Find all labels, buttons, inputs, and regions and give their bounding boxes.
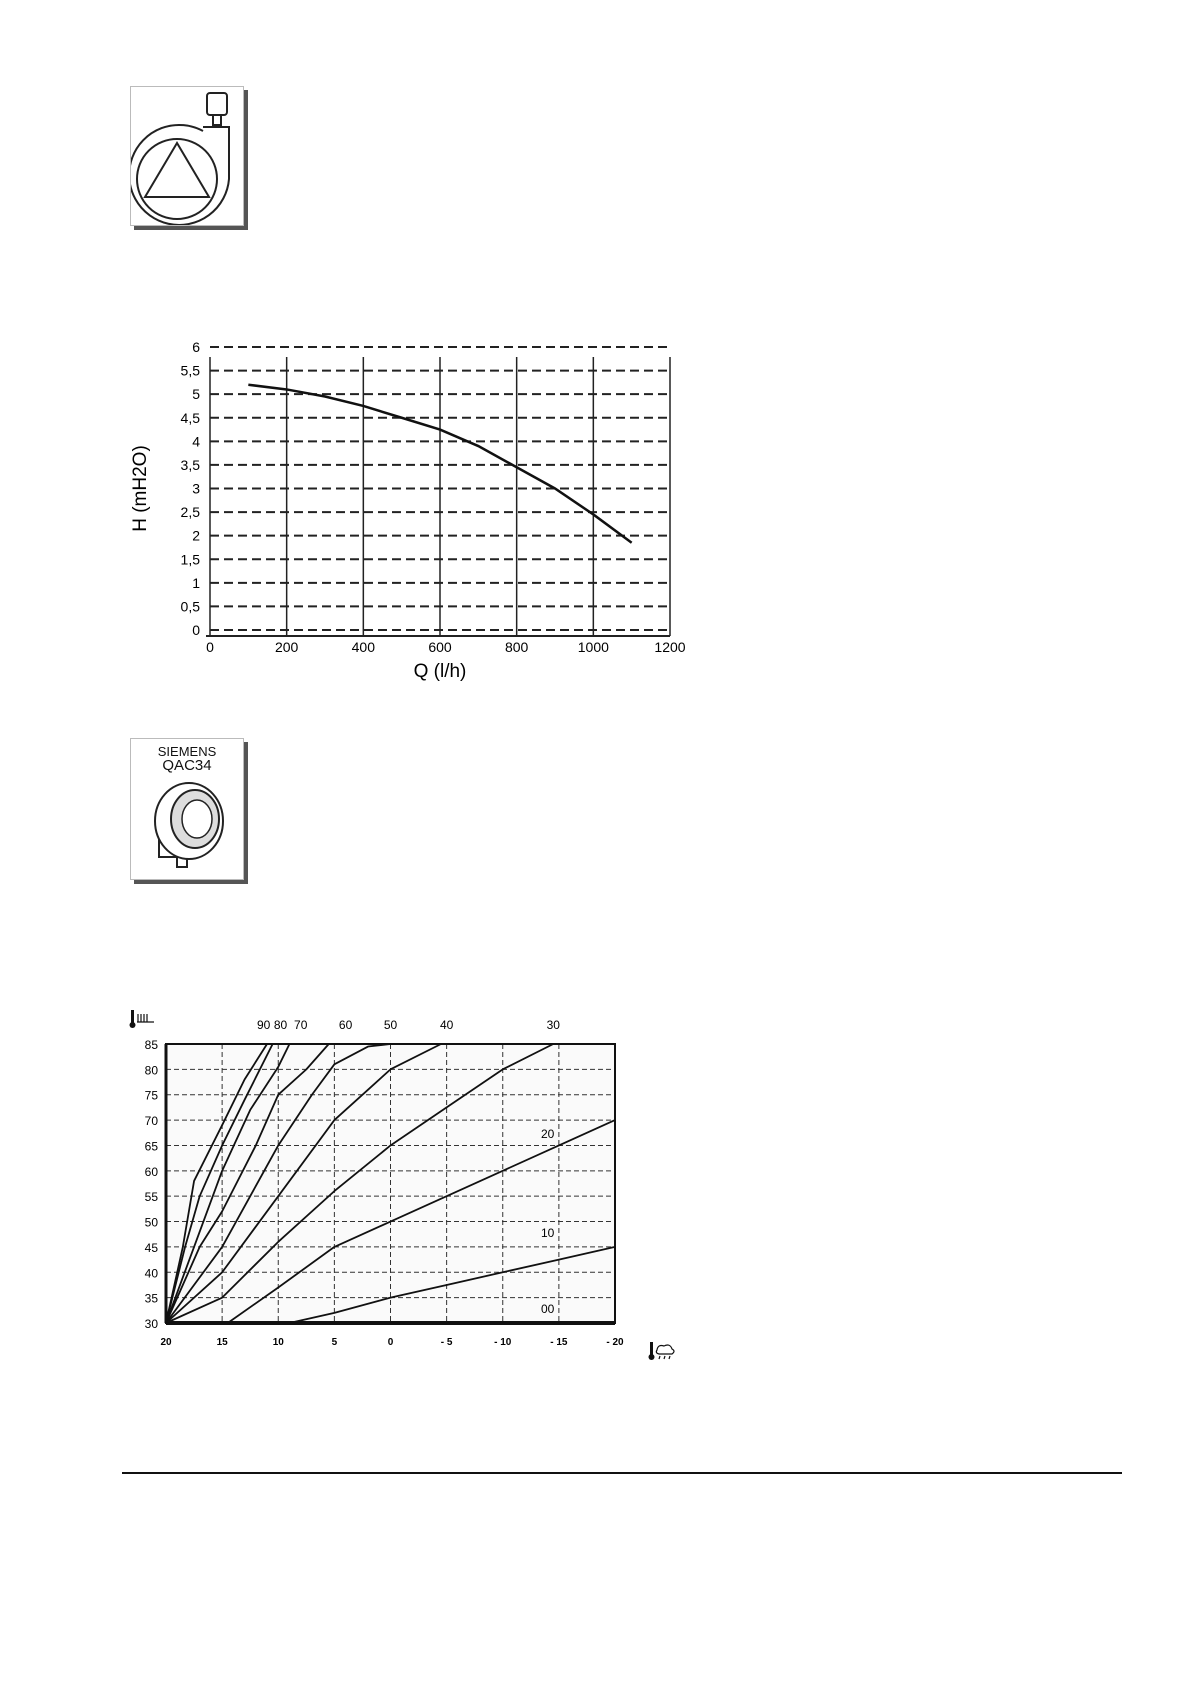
thermometer-bulb bbox=[648, 1354, 655, 1360]
sensor-model: QAC34 bbox=[162, 757, 212, 774]
y-tick-label: 2,5 bbox=[181, 504, 201, 520]
x-tick-label: - 5 bbox=[441, 1337, 453, 1348]
pump-curve-line bbox=[248, 383, 633, 544]
y-tick-label: 35 bbox=[145, 1292, 159, 1306]
y-tick-label: 4 bbox=[192, 433, 200, 449]
y-tick-label: 3 bbox=[192, 481, 200, 497]
y-tick-label: 55 bbox=[145, 1190, 159, 1204]
y-tick-label: 70 bbox=[145, 1114, 159, 1128]
curve-label: 10 bbox=[541, 1226, 555, 1240]
y-axis-label: H (mH2O) bbox=[130, 445, 151, 532]
y-tick-label: 0,5 bbox=[181, 598, 201, 614]
y-tick-label: 45 bbox=[145, 1241, 159, 1255]
x-tick-label: 0 bbox=[388, 1337, 394, 1348]
circulation-pump-icon bbox=[128, 86, 244, 226]
y-tick-label: 4,5 bbox=[181, 410, 201, 426]
x-axis-label: Q (l/h) bbox=[414, 661, 467, 682]
y-tick-label: 80 bbox=[145, 1063, 159, 1077]
cloud-rain-glyph bbox=[655, 1344, 675, 1360]
curve-label: 50 bbox=[384, 1018, 398, 1032]
y-tick-label: 50 bbox=[145, 1216, 159, 1230]
x-tick-label: 400 bbox=[352, 639, 376, 655]
x-tick-label: 20 bbox=[160, 1337, 172, 1348]
heating-curve-30 bbox=[165, 1043, 554, 1324]
x-tick-label: - 20 bbox=[606, 1337, 624, 1348]
radiator-temperature-icon bbox=[129, 1010, 154, 1028]
outdoor-sensor-icon: SIEMENS QAC34 bbox=[130, 738, 244, 880]
x-tick-label: 15 bbox=[217, 1337, 229, 1348]
x-tick-label: 600 bbox=[428, 639, 452, 655]
x-tick-label: 1200 bbox=[654, 639, 685, 655]
x-tick-label: - 10 bbox=[494, 1337, 512, 1348]
x-tick-label: 0 bbox=[206, 639, 214, 655]
x-tick-label: 1000 bbox=[578, 639, 609, 655]
y-tick-label: 30 bbox=[145, 1317, 159, 1331]
y-tick-label: 2 bbox=[192, 528, 200, 544]
y-tick-label: 65 bbox=[145, 1139, 159, 1153]
curve-label: 40 bbox=[440, 1018, 454, 1032]
curve-label: 00 bbox=[541, 1302, 555, 1316]
y-tick-label: 1,5 bbox=[181, 551, 201, 567]
thermometer-stem bbox=[131, 1010, 134, 1024]
curve-label: 90 bbox=[257, 1018, 271, 1032]
y-tick-label: 5,5 bbox=[181, 363, 201, 379]
curve-label: 80 bbox=[274, 1018, 288, 1032]
x-tick-label: 800 bbox=[505, 639, 529, 655]
footer-divider bbox=[122, 1472, 1122, 1474]
thermometer-bulb bbox=[129, 1022, 136, 1028]
pump-curve-chart: 0 0,5 1 1,5 2 2,5 3 3,5 4 4,5 5 5,5 6 0 200 400 600 800 10… bbox=[130, 340, 686, 682]
curve-label: 20 bbox=[541, 1127, 555, 1141]
thermometer-stem bbox=[650, 1342, 653, 1356]
heating-curve-60 bbox=[165, 1043, 330, 1324]
curve-label: 60 bbox=[339, 1018, 353, 1032]
sensor-brand: SIEMENS bbox=[157, 744, 217, 759]
y-tick-label: 85 bbox=[145, 1038, 159, 1052]
y-tick-label: 6 bbox=[192, 340, 200, 355]
x-tick-label: 10 bbox=[273, 1337, 285, 1348]
heating-curve-50 bbox=[165, 1043, 391, 1324]
y-tick-label: 60 bbox=[145, 1165, 159, 1179]
heating-curve-40 bbox=[165, 1043, 442, 1324]
y-tick-label: 1 bbox=[192, 575, 200, 591]
x-tick-label: - 15 bbox=[550, 1337, 568, 1348]
outdoor-temperature-icon bbox=[648, 1342, 675, 1360]
heating-curve-70 bbox=[165, 1043, 291, 1324]
heating-curve-80 bbox=[165, 1043, 274, 1324]
curve-label: 70 bbox=[294, 1018, 308, 1032]
heating-curve-20 bbox=[227, 1119, 616, 1324]
heating-curve-10 bbox=[289, 1246, 616, 1324]
y-tick-label: 75 bbox=[145, 1089, 159, 1103]
heating-curve-90 bbox=[165, 1043, 268, 1324]
y-tick-label: 5 bbox=[192, 386, 200, 402]
x-tick-label: 5 bbox=[332, 1337, 338, 1348]
x-tick-label: 200 bbox=[275, 639, 299, 655]
y-tick-label: 0 bbox=[192, 622, 200, 638]
curve-label: 30 bbox=[547, 1018, 561, 1032]
y-tick-label: 3,5 bbox=[181, 457, 201, 473]
radiator-glyph bbox=[137, 1014, 154, 1023]
y-tick-label: 40 bbox=[145, 1266, 159, 1280]
